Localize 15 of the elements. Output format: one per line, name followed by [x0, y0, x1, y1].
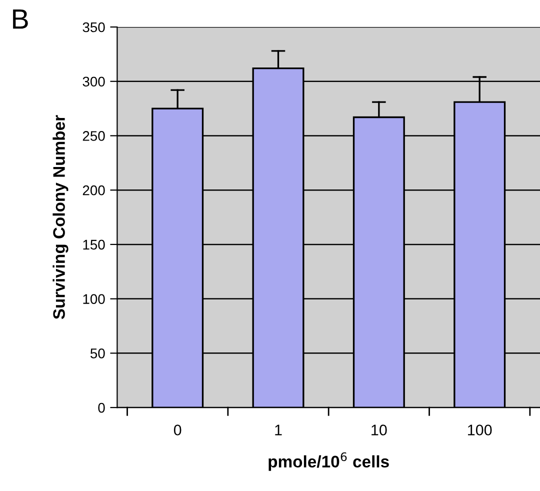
y-tick-label: 50	[90, 348, 105, 358]
x-axis-title: pmole/10$^{6}$ cells	[268, 452, 389, 471]
y-tick-label: 200	[82, 185, 105, 196]
text: B	[13, 9, 28, 29]
y-tick-label: 150	[83, 240, 105, 250]
y-tick-label: 350	[82, 22, 105, 32]
y-tick-label: 0	[98, 402, 105, 413]
y-axis-title: Surviving Colony Number	[52, 115, 68, 320]
y-tick-label: 100	[83, 294, 105, 304]
x-tick-label: 0	[174, 424, 182, 436]
x-tick-label: 10	[372, 424, 387, 436]
y-tick-label: 300	[82, 76, 105, 87]
y-tick-label: 250	[82, 131, 105, 141]
x-tick-label: 100	[468, 424, 492, 436]
x-tick-label: 1	[275, 424, 282, 436]
